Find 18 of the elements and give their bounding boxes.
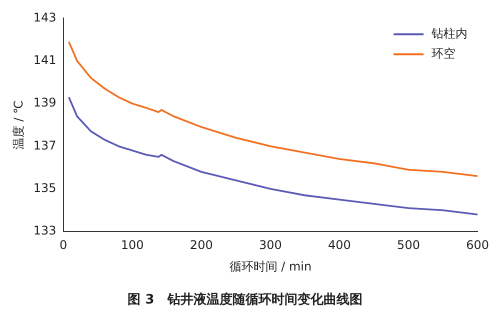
y-axis-title: 温度 / ℃ [11, 100, 26, 150]
y-tick-label: 139 [33, 96, 56, 110]
x-tick-label: 200 [190, 238, 213, 252]
x-axis-title: 循环时间 / min [229, 259, 312, 274]
x-tick-label: 0 [59, 238, 68, 252]
x-tick-label: 500 [397, 238, 420, 252]
y-tick-label: 141 [33, 53, 56, 68]
text: 图 3 钻井液温度随循环时间变化曲线图 [128, 292, 362, 308]
x-tick-label: 400 [328, 238, 351, 252]
legend-label: 钻柱内 [430, 26, 468, 40]
legend-label: 环空 [432, 46, 456, 60]
y-tick-label: 137 [33, 138, 56, 152]
x-tick-label: 300 [258, 238, 282, 252]
x-tick-label: 600 [466, 238, 489, 252]
x-tick-label: 100 [120, 238, 144, 252]
y-tick-label: 143 [33, 10, 56, 24]
y-tick-label: 133 [33, 224, 56, 238]
y-tick-label: 135 [33, 181, 56, 196]
